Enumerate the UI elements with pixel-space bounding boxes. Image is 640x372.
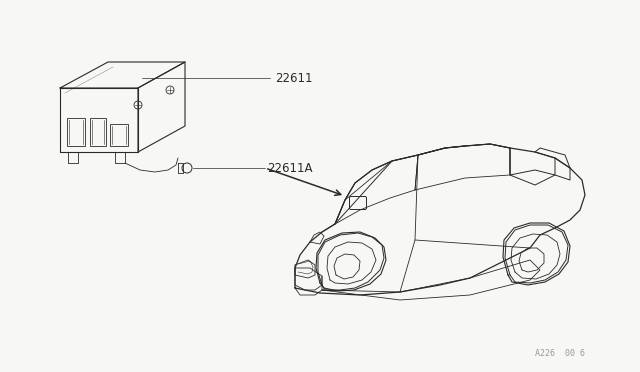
Bar [110,124,128,146]
Bar [90,118,106,146]
Bar [67,118,85,146]
Text: A226  00 6: A226 00 6 [535,349,585,358]
Text: 22611A: 22611A [267,161,312,174]
Text: 22611: 22611 [275,71,312,84]
